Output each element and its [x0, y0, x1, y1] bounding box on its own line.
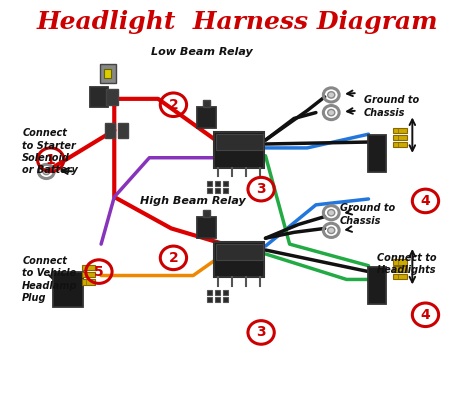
- FancyBboxPatch shape: [368, 267, 386, 304]
- FancyBboxPatch shape: [215, 297, 220, 302]
- Text: 2: 2: [169, 98, 178, 112]
- FancyBboxPatch shape: [393, 142, 407, 147]
- FancyBboxPatch shape: [197, 217, 216, 238]
- FancyBboxPatch shape: [106, 89, 118, 105]
- FancyBboxPatch shape: [203, 210, 210, 217]
- FancyBboxPatch shape: [100, 64, 116, 83]
- Text: 3: 3: [256, 325, 266, 340]
- Text: High Beam Relay: High Beam Relay: [140, 196, 246, 206]
- FancyBboxPatch shape: [215, 188, 220, 193]
- FancyBboxPatch shape: [82, 279, 95, 284]
- Text: Headlight  Harness Diagram: Headlight Harness Diagram: [36, 10, 438, 34]
- Circle shape: [328, 227, 335, 234]
- FancyBboxPatch shape: [222, 297, 228, 302]
- Text: Ground to
Chassis: Ground to Chassis: [364, 95, 419, 118]
- FancyBboxPatch shape: [393, 266, 407, 271]
- Circle shape: [328, 210, 335, 216]
- FancyBboxPatch shape: [222, 290, 228, 295]
- FancyBboxPatch shape: [207, 297, 212, 302]
- Circle shape: [328, 110, 335, 116]
- Text: 4: 4: [420, 308, 430, 322]
- FancyBboxPatch shape: [203, 100, 210, 107]
- FancyBboxPatch shape: [393, 259, 407, 264]
- FancyBboxPatch shape: [207, 188, 212, 193]
- Text: Connect
to Vehicle
Headlamp
Plug: Connect to Vehicle Headlamp Plug: [22, 256, 78, 303]
- FancyBboxPatch shape: [368, 136, 386, 172]
- Circle shape: [328, 92, 335, 98]
- FancyBboxPatch shape: [197, 107, 216, 128]
- FancyBboxPatch shape: [90, 87, 108, 106]
- FancyBboxPatch shape: [216, 244, 263, 260]
- Text: 3: 3: [256, 182, 266, 196]
- FancyBboxPatch shape: [393, 273, 407, 279]
- FancyBboxPatch shape: [215, 290, 220, 295]
- FancyBboxPatch shape: [215, 181, 220, 186]
- FancyBboxPatch shape: [222, 188, 228, 193]
- Text: Low Beam Relay: Low Beam Relay: [151, 47, 253, 57]
- FancyBboxPatch shape: [216, 134, 263, 150]
- FancyBboxPatch shape: [222, 181, 228, 186]
- FancyBboxPatch shape: [207, 290, 212, 295]
- FancyBboxPatch shape: [393, 128, 407, 133]
- FancyBboxPatch shape: [214, 242, 264, 277]
- Text: 5: 5: [94, 265, 104, 279]
- Text: 1: 1: [46, 153, 55, 167]
- FancyBboxPatch shape: [104, 69, 111, 78]
- FancyBboxPatch shape: [105, 123, 115, 138]
- FancyBboxPatch shape: [53, 272, 83, 307]
- FancyBboxPatch shape: [393, 135, 407, 140]
- FancyBboxPatch shape: [82, 272, 95, 277]
- FancyBboxPatch shape: [207, 181, 212, 186]
- Text: 4: 4: [420, 194, 430, 208]
- FancyBboxPatch shape: [82, 265, 95, 270]
- FancyBboxPatch shape: [214, 132, 264, 167]
- Text: 2: 2: [169, 251, 178, 265]
- FancyBboxPatch shape: [118, 123, 128, 138]
- Text: Ground to
Chassis: Ground to Chassis: [340, 203, 395, 226]
- Text: Connect
to Starter
Solenoid
or Battery: Connect to Starter Solenoid or Battery: [22, 128, 78, 175]
- Text: Connect to
Headlights: Connect to Headlights: [377, 253, 437, 275]
- Circle shape: [43, 168, 50, 175]
